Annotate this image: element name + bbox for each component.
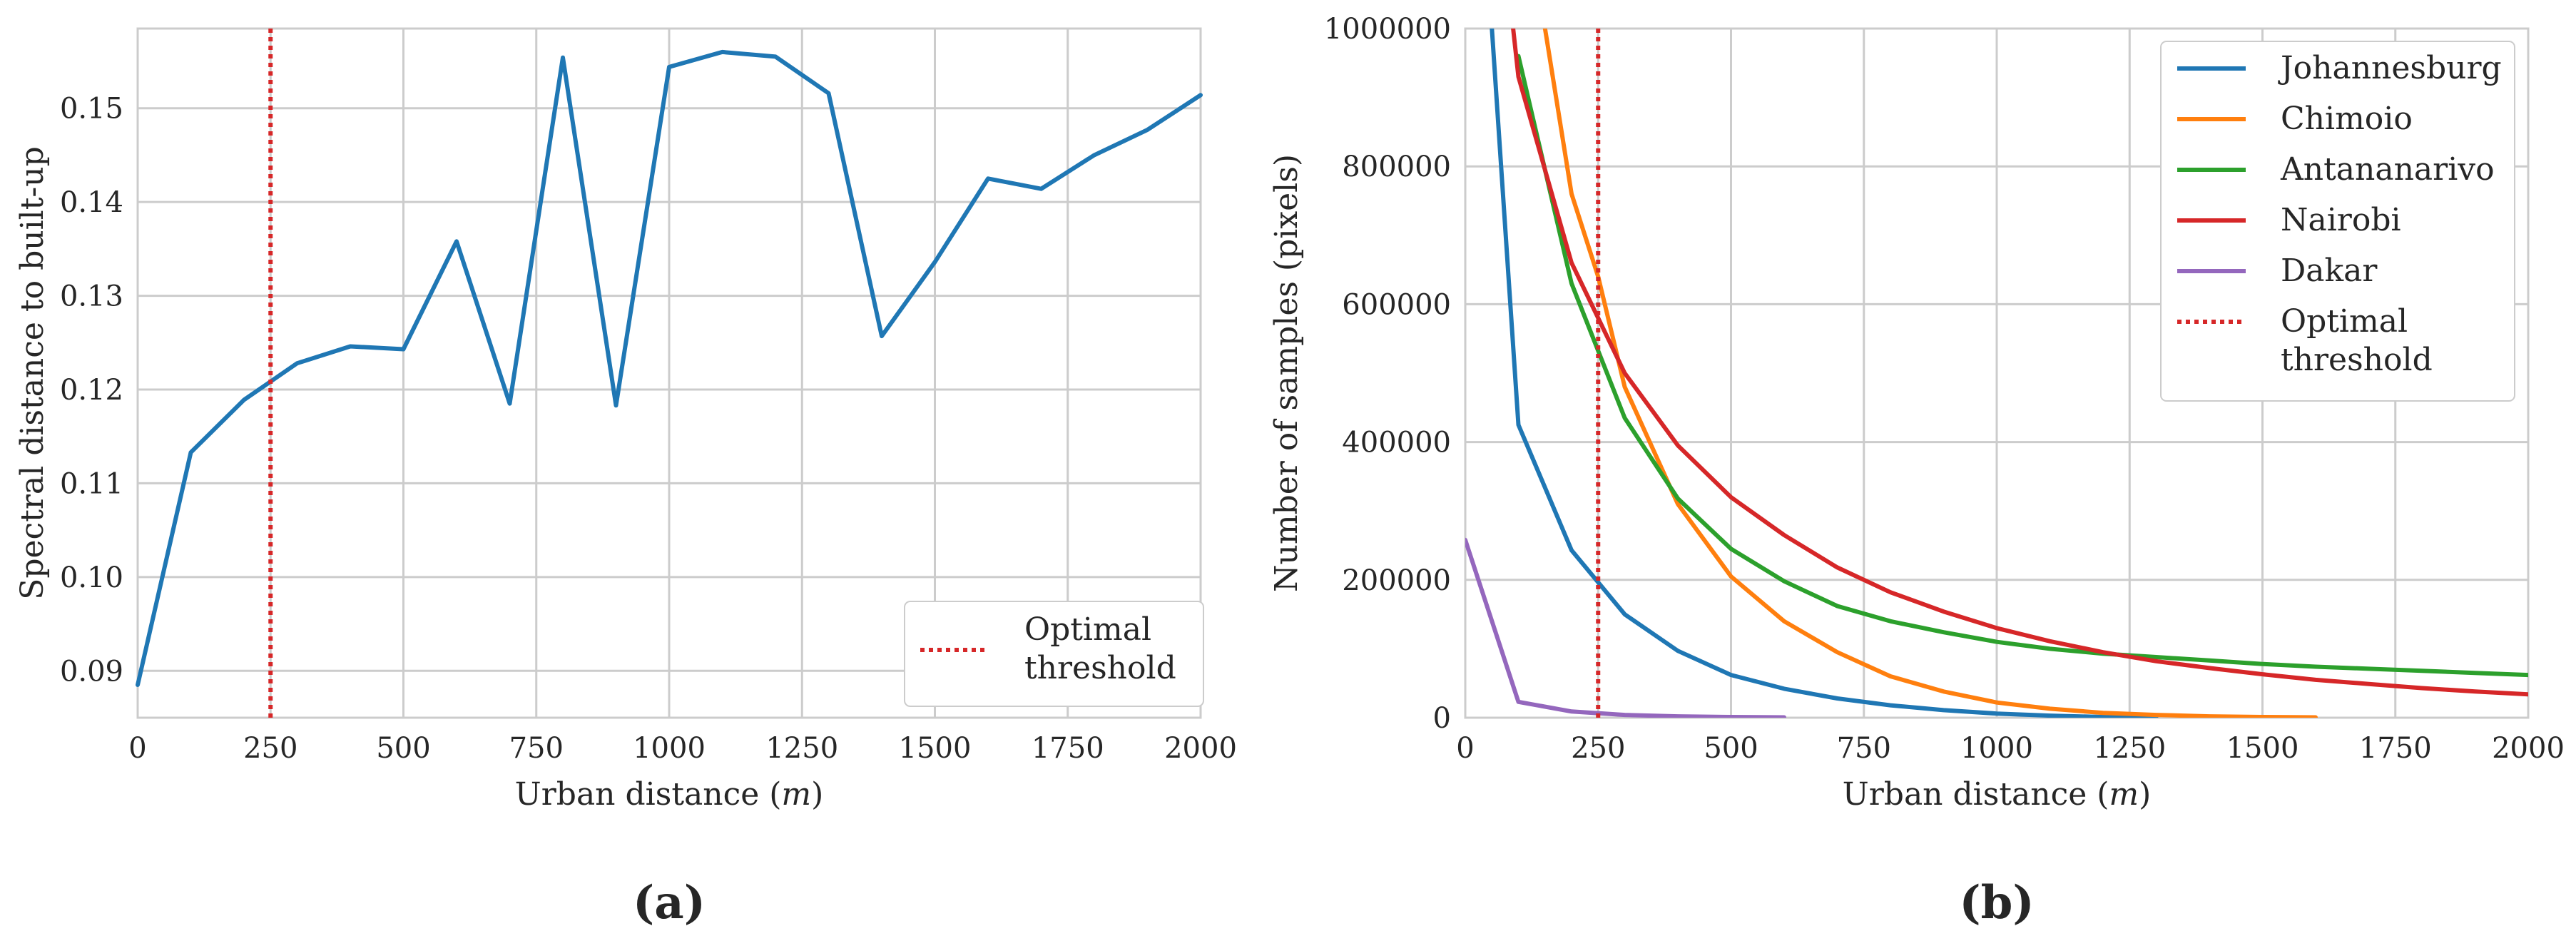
x-tick-label: 1250 xyxy=(2093,732,2166,765)
x-tick-label: 1750 xyxy=(1032,732,1104,765)
y-tick-label: 1000000 xyxy=(1324,13,1451,46)
panel-b-x-axis-label: Urban distance (m) xyxy=(1843,776,2152,813)
x-tick-label: 250 xyxy=(243,732,297,765)
panel-a-legend-box xyxy=(904,601,1204,707)
y-tick-label: 0.12 xyxy=(60,374,123,407)
x-tick-label: 750 xyxy=(509,732,564,765)
legend-label-antananarivo: Antananarivo xyxy=(2280,151,2495,188)
y-tick-label: 0.14 xyxy=(60,186,123,219)
panel-b-y-ticks: 0 200000 400000 600000 800000 1000000 xyxy=(1324,13,1451,735)
series-line-dakar xyxy=(1465,537,1786,718)
x-tick-label: 1000 xyxy=(1960,732,2033,765)
series-line-spectral-distance xyxy=(136,49,1203,687)
panel-a-y-axis-label: Spectral distance to built-up xyxy=(14,146,51,600)
panel-a-x-ticks: 0 250 500 750 1000 1250 1500 1750 2000 xyxy=(128,732,1237,765)
y-tick-label: 800000 xyxy=(1342,151,1451,183)
x-tick-label: 500 xyxy=(1704,732,1758,765)
panel-a-legend: Optimal threshold xyxy=(904,601,1204,707)
legend-label-chimoio: Chimoio xyxy=(2281,101,2413,137)
legend-label-threshold: threshold xyxy=(2281,342,2433,378)
y-tick-label: 600000 xyxy=(1342,288,1451,321)
panel-b-x-ticks: 0 250 500 750 1000 1250 1500 1750 2000 xyxy=(1456,732,2565,765)
y-tick-label: 400000 xyxy=(1342,427,1451,459)
x-tick-label: 500 xyxy=(376,732,430,765)
panel-b-chart: 0 250 500 750 1000 1250 1500 1750 2000 0 200000 40… xyxy=(1268,13,2565,930)
x-tick-label: 2000 xyxy=(2492,732,2565,765)
legend-label-threshold: Optimal xyxy=(2281,303,2408,340)
y-tick-label: 0.13 xyxy=(60,280,123,313)
panel-a-chart: 0 250 500 750 1000 1250 1500 1750 2000 0.090.100… xyxy=(14,27,1237,930)
x-tick-label: 0 xyxy=(1456,732,1474,765)
panel-a-legend-threshold-line1: Optimal xyxy=(1024,611,1151,648)
x-tick-label: 750 xyxy=(1837,732,1891,765)
y-tick-label: 0.11 xyxy=(60,467,123,500)
y-tick-label: 0.09 xyxy=(60,655,123,688)
y-tick-label: 0 xyxy=(1433,702,1451,735)
y-tick-label: 0.10 xyxy=(60,561,123,594)
panel-b-caption: (b) xyxy=(1959,876,2034,930)
x-tick-label: 1750 xyxy=(2359,732,2432,765)
panel-a-caption: (a) xyxy=(633,876,706,930)
x-tick-label: 2000 xyxy=(1164,732,1237,765)
x-tick-label: 250 xyxy=(1571,732,1625,765)
panel-a-y-ticks: 0.09 0.10 0.11 0.12 0.13 0.14 0.15 xyxy=(60,93,123,688)
series-line-johannesburg xyxy=(1490,29,2159,718)
y-tick-label: 200000 xyxy=(1342,564,1451,597)
panel-a-series xyxy=(136,49,1203,687)
x-tick-label: 0 xyxy=(128,732,146,765)
x-tick-label: 1500 xyxy=(2226,732,2299,765)
panel-a-x-axis-label: Urban distance (m) xyxy=(515,776,824,813)
panel-b-series xyxy=(1465,29,2528,718)
y-tick-label: 0.15 xyxy=(60,93,123,126)
panel-b-y-axis-label: Number of samples (pixels) xyxy=(1268,154,1305,592)
x-tick-label: 1500 xyxy=(899,732,972,765)
series-line-antananarivo xyxy=(1516,54,2528,678)
legend-label-dakar: Dakar xyxy=(2281,253,2378,289)
x-tick-label: 1250 xyxy=(765,732,838,765)
panel-b-legend-box xyxy=(2160,41,2515,402)
series-line-nairobi xyxy=(1511,29,2528,697)
legend-label-johannesburg: Johannesburg xyxy=(2278,50,2502,86)
panel-b-legend: Johannesburg Chimoio Antananarivo Nairobi Da… xyxy=(2160,41,2515,402)
x-tick-label: 1000 xyxy=(633,732,706,765)
panel-a-legend-threshold-line2: threshold xyxy=(1024,650,1176,686)
legend-label-nairobi: Nairobi xyxy=(2281,202,2401,238)
